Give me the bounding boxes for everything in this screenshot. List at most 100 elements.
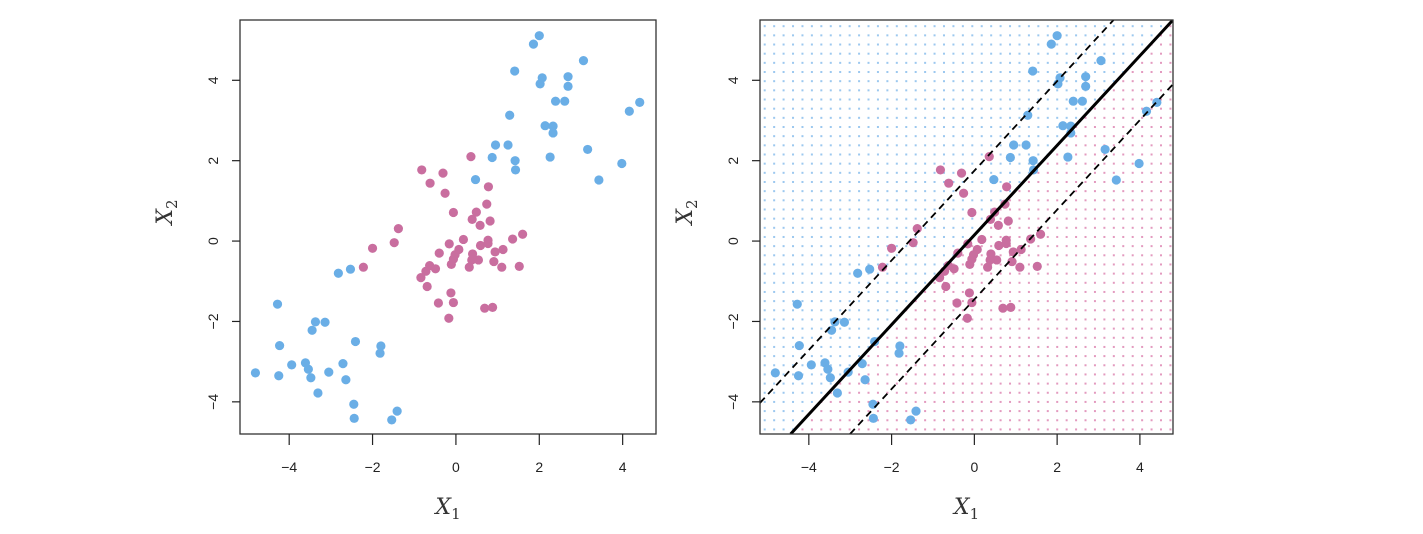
grid-dot-pink <box>1084 263 1087 266</box>
grid-dot-blue <box>914 43 917 46</box>
grid-dot-blue <box>801 327 804 330</box>
grid-dot-pink <box>895 327 898 330</box>
grid-dot-blue <box>820 318 823 321</box>
grid-dot-blue <box>924 135 927 138</box>
point-blue <box>857 359 867 369</box>
grid-dot-pink <box>1141 410 1144 413</box>
grid-dot-pink <box>1027 336 1030 339</box>
grid-dot-blue <box>933 235 936 238</box>
grid-dot-pink <box>1056 217 1059 220</box>
grid-dot-blue <box>886 217 889 220</box>
grid-dot-pink <box>1065 263 1068 266</box>
grid-dot-pink <box>999 364 1002 367</box>
grid-dot-blue <box>782 263 785 266</box>
grid-dot-pink <box>829 410 832 413</box>
grid-dot-blue <box>980 199 983 202</box>
grid-dot-pink <box>1018 373 1021 376</box>
grid-dot-blue <box>1009 125 1012 128</box>
grid-dot-pink <box>999 400 1002 403</box>
grid-dot-blue <box>839 61 842 64</box>
point-blue <box>1141 106 1152 116</box>
grid-dot-pink <box>1084 355 1087 358</box>
point-blue <box>545 152 555 162</box>
grid-dot-blue <box>905 34 908 37</box>
grid-dot-pink <box>1159 391 1162 394</box>
point-pink <box>518 229 528 239</box>
grid-dot-pink <box>1131 71 1134 74</box>
x-tick-label: −2 <box>884 459 900 475</box>
grid-dot-blue <box>782 171 785 174</box>
grid-dot-blue <box>905 52 908 55</box>
grid-dot-pink <box>1084 180 1087 183</box>
grid-dot-blue <box>848 235 851 238</box>
grid-dot-pink <box>1027 428 1030 431</box>
grid-dot-pink <box>1037 345 1040 348</box>
grid-dot-pink <box>1159 281 1162 284</box>
point-pink <box>490 247 500 257</box>
grid-dot-blue <box>1084 61 1087 64</box>
grid-dot-pink <box>1150 391 1153 394</box>
grid-dot-blue <box>792 171 795 174</box>
grid-dot-pink <box>1169 135 1172 138</box>
grid-dot-pink <box>1159 254 1162 257</box>
grid-dot-pink <box>848 419 851 422</box>
grid-dot-pink <box>990 428 993 431</box>
grid-dot-blue <box>961 199 964 202</box>
grid-dot-blue <box>792 410 795 413</box>
grid-dot-pink <box>1084 382 1087 385</box>
grid-dot-blue <box>801 336 804 339</box>
grid-dot-blue <box>1027 125 1030 128</box>
point-blue <box>823 364 833 374</box>
grid-dot-pink <box>1103 309 1106 312</box>
grid-dot-blue <box>792 300 795 303</box>
grid-dot-blue <box>792 125 795 128</box>
x-tick-label: 4 <box>619 459 627 475</box>
grid-dot-pink <box>848 428 851 431</box>
point-pink <box>992 255 1002 265</box>
grid-dot-blue <box>933 263 936 266</box>
grid-dot-blue <box>858 345 861 348</box>
point-pink <box>466 152 476 162</box>
grid-dot-blue <box>810 61 813 64</box>
grid-dot-pink <box>1093 245 1096 248</box>
grid-dot-pink <box>971 382 974 385</box>
point-blue <box>865 264 875 274</box>
grid-dot-blue <box>1075 89 1078 92</box>
grid-dot-pink <box>1027 208 1030 211</box>
grid-dot-blue <box>829 116 832 119</box>
grid-dot-pink <box>1009 327 1012 330</box>
grid-dot-blue <box>810 391 813 394</box>
grid-dot-pink <box>1103 263 1106 266</box>
grid-dot-blue <box>1065 80 1068 83</box>
point-pink <box>417 165 427 175</box>
grid-dot-pink <box>1169 71 1172 74</box>
grid-dot-pink <box>924 373 927 376</box>
grid-dot-blue <box>999 125 1002 128</box>
grid-dot-pink <box>1159 318 1162 321</box>
grid-dot-pink <box>1131 419 1134 422</box>
grid-dot-blue <box>895 290 898 293</box>
grid-dot-blue <box>820 98 823 101</box>
grid-dot-blue <box>876 125 879 128</box>
grid-dot-blue <box>1075 116 1078 119</box>
grid-dot-blue <box>848 336 851 339</box>
grid-dot-blue <box>905 43 908 46</box>
grid-dot-blue <box>1027 107 1030 110</box>
grid-dot-pink <box>961 327 964 330</box>
grid-dot-pink <box>1027 355 1030 358</box>
grid-dot-blue <box>801 391 804 394</box>
grid-dot-pink <box>1103 208 1106 211</box>
grid-dot-blue <box>1122 25 1125 28</box>
grid-dot-blue <box>971 144 974 147</box>
point-pink <box>962 313 972 323</box>
x-tick-label: 4 <box>1136 459 1144 475</box>
grid-dot-blue <box>1009 171 1012 174</box>
grid-dot-pink <box>914 300 917 303</box>
grid-dot-blue <box>763 245 766 248</box>
grid-dot-blue <box>1037 98 1040 101</box>
grid-dot-blue <box>1065 52 1068 55</box>
grid-dot-pink <box>1018 309 1021 312</box>
grid-dot-blue <box>933 180 936 183</box>
grid-dot-pink <box>1150 345 1153 348</box>
grid-dot-blue <box>792 254 795 257</box>
